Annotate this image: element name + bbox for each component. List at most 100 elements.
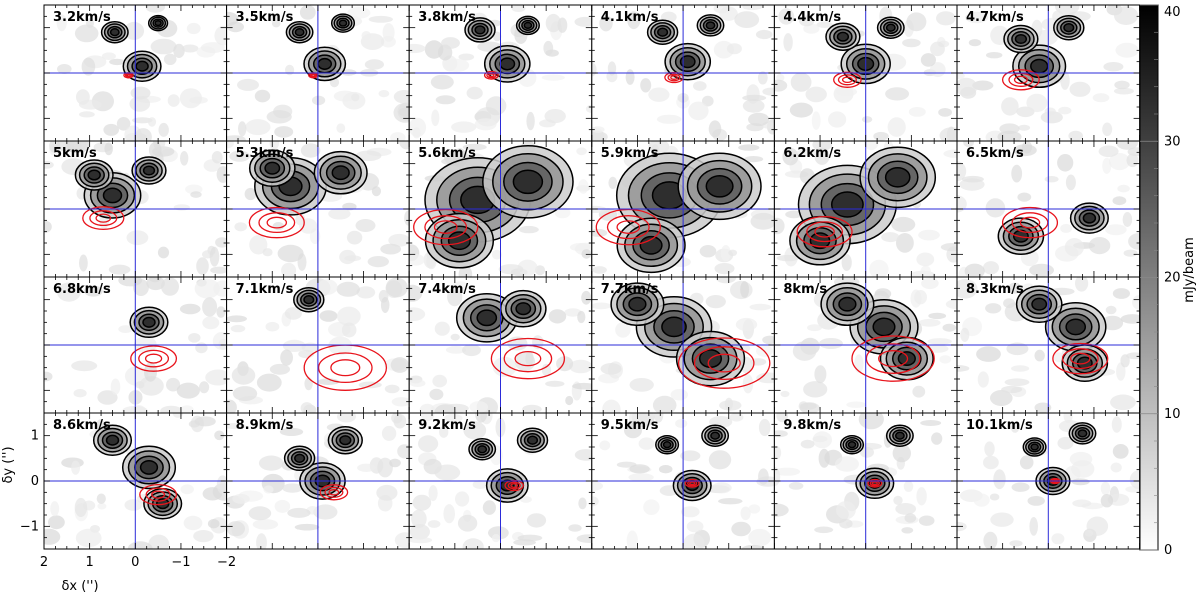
black-contour: [303, 295, 315, 305]
noise-blob: [916, 487, 927, 506]
noise-blob: [409, 524, 430, 540]
noise-blob: [1069, 81, 1091, 97]
noise-blob: [1057, 154, 1074, 172]
noise-blob: [776, 254, 800, 262]
noise-blob: [145, 5, 166, 13]
channel-panel: 3.2km/s: [43, 4, 228, 142]
noise-blob: [648, 87, 670, 102]
noise-blob: [380, 297, 390, 313]
red-contour: [317, 352, 373, 384]
noise-blob: [873, 131, 889, 141]
black-contour: [121, 445, 177, 490]
noise-blob: [409, 307, 426, 321]
noise-blob: [581, 249, 592, 259]
black-contour: [319, 155, 362, 190]
black-contour: [476, 309, 498, 327]
noise-blob: [474, 118, 497, 131]
noise-blob: [57, 282, 81, 302]
channel-panel: 10.1km/s: [956, 412, 1141, 550]
noise-blob: [138, 376, 164, 396]
noise-blob: [368, 15, 393, 23]
noise-blob: [277, 244, 304, 263]
noise-blob: [74, 24, 99, 43]
black-contour: [285, 20, 314, 44]
noise-blob: [101, 52, 116, 60]
noise-blob: [658, 465, 673, 474]
panel-velocity-label: 3.5km/s: [236, 10, 294, 25]
noise-blob: [517, 259, 538, 276]
noise-blob: [711, 482, 732, 494]
noise-blob: [188, 333, 201, 343]
noise-blob: [774, 446, 782, 460]
noise-blob: [1113, 87, 1134, 95]
noise-blob: [828, 111, 847, 128]
noise-blob: [576, 147, 587, 156]
black-contour: [681, 476, 703, 495]
black-contour: [131, 156, 167, 185]
black-contour: [686, 159, 753, 213]
noise-blob: [892, 444, 911, 463]
channel-panel: 7.7km/s: [591, 276, 775, 414]
noise-blob: [946, 126, 956, 141]
noise-blob: [364, 59, 384, 70]
channel-panel: 9.5km/s: [591, 412, 775, 550]
noise-blob: [1058, 106, 1072, 115]
noise-blob: [545, 13, 562, 33]
noise-blob: [458, 53, 475, 61]
noise-blob: [983, 531, 998, 549]
noise-blob: [193, 530, 214, 543]
noise-blob: [269, 12, 280, 23]
black-contour: [702, 19, 719, 32]
noise-blob: [202, 487, 223, 501]
emission-level: [318, 58, 332, 70]
black-contour: [1078, 209, 1101, 227]
noise-blob: [608, 176, 618, 189]
noise-blob: [965, 11, 989, 24]
emission-level: [110, 28, 120, 36]
noise-blob: [906, 12, 927, 32]
black-contour: [696, 14, 725, 37]
noise-blob: [543, 40, 554, 56]
noise-blob: [158, 122, 169, 137]
red-contour: [330, 359, 361, 377]
black-contour: [679, 55, 696, 69]
black-contour: [150, 16, 167, 30]
noise-blob: [903, 480, 914, 492]
red-contour: [95, 213, 112, 223]
noise-blob: [434, 321, 450, 336]
black-contour: [129, 306, 169, 339]
noise-blob: [599, 440, 611, 451]
emission-level: [500, 58, 515, 70]
y-tick-label: −1: [20, 519, 39, 534]
noise-blob: [715, 277, 737, 284]
noise-blob: [462, 143, 487, 151]
noise-blob: [930, 41, 945, 57]
emission-level: [710, 432, 720, 440]
emission-level: [839, 297, 856, 311]
noise-blob: [211, 151, 223, 164]
noise-blob: [237, 78, 259, 91]
black-contour: [661, 316, 687, 338]
noise-blob: [444, 58, 470, 72]
black-contour: [505, 293, 542, 324]
channel-panel: 7.4km/s: [408, 276, 593, 414]
noise-blob: [226, 521, 245, 537]
noise-blob: [920, 265, 931, 277]
black-contour: [701, 424, 730, 447]
channel-panel: 4.4km/s: [773, 4, 958, 142]
noise-blob: [688, 101, 709, 121]
black-contour: [830, 191, 864, 218]
noise-blob: [976, 346, 1001, 362]
black-contour: [291, 25, 308, 39]
noise-blob: [269, 363, 290, 375]
black-contour: [644, 302, 704, 352]
red-contour: [138, 349, 170, 368]
panel-velocity-label: 4.1km/s: [601, 10, 659, 25]
black-contour: [699, 16, 722, 35]
noise-blob: [789, 102, 814, 118]
noise-blob: [173, 43, 185, 59]
y-tick-label: 1: [31, 429, 39, 444]
noise-blob: [901, 527, 914, 534]
noise-blob: [708, 120, 722, 138]
red-contour: [82, 206, 125, 231]
